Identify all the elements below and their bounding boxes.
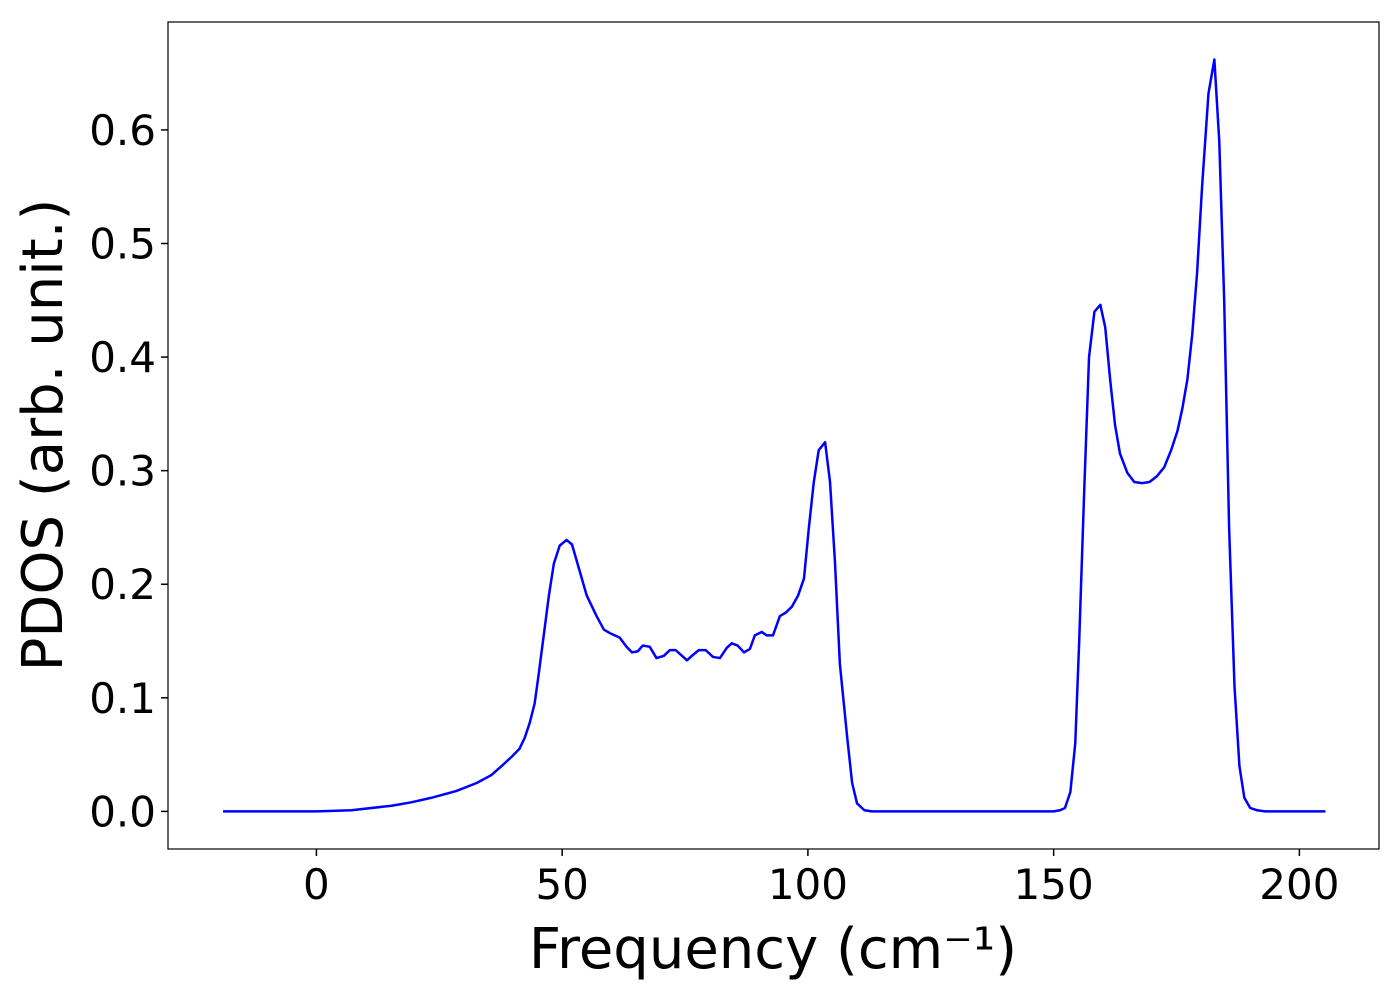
x-axis-label: Frequency (cm⁻¹) — [529, 917, 1017, 982]
y-tick-label: 0.5 — [89, 219, 156, 268]
y-tick-label: 0.2 — [89, 560, 156, 609]
data-line — [223, 58, 1326, 813]
y-tick-label: 0.1 — [89, 674, 156, 723]
x-tick-label: 100 — [768, 860, 848, 909]
plot-frame — [167, 21, 1380, 850]
y-tick-label: 0.4 — [89, 333, 156, 382]
y-axis-label: PDOS (arb. unit.) — [11, 199, 76, 672]
y-tick-label: 0.0 — [89, 787, 156, 836]
x-tick-label: 150 — [1014, 860, 1094, 909]
x-tick-label: 200 — [1259, 860, 1339, 909]
y-tick-label: 0.6 — [89, 106, 156, 155]
y-tick-label: 0.3 — [89, 447, 156, 496]
x-tick-label: 0 — [303, 860, 330, 909]
x-tick-label: 50 — [535, 860, 588, 909]
